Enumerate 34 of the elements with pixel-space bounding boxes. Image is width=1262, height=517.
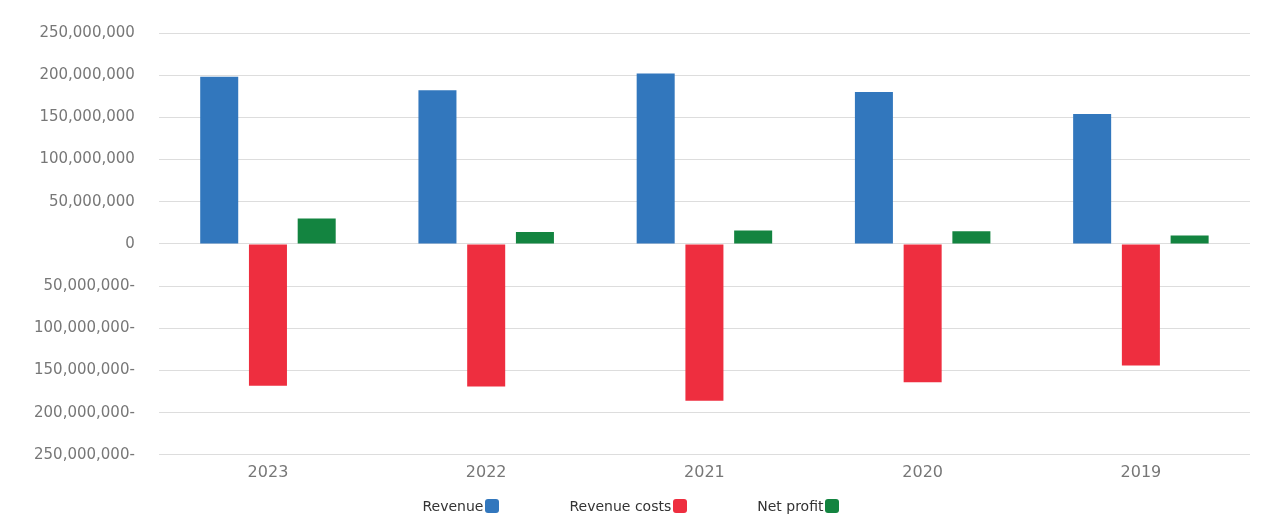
- x-tick-label: 2021: [684, 461, 725, 481]
- bar: [903, 244, 942, 383]
- x-tick-label: 2023: [247, 461, 289, 481]
- bar: [952, 231, 991, 244]
- bar: [467, 244, 506, 387]
- y-tick-label: 50,000,000: [48, 191, 135, 210]
- y-tick-label: 200,000,000: [39, 65, 135, 84]
- legend-label: Revenue costs: [569, 498, 672, 514]
- bar: [297, 218, 336, 244]
- y-tick-label: 100,000,000-: [34, 318, 135, 337]
- y-tick-label: 150,000,000: [39, 107, 135, 126]
- bar: [418, 90, 457, 244]
- y-tick-label: 200,000,000-: [34, 402, 135, 421]
- bar: [734, 230, 773, 244]
- bar: [1073, 113, 1112, 244]
- bar: [1170, 235, 1209, 244]
- y-tick-label: 100,000,000: [39, 149, 135, 168]
- bar: [685, 244, 724, 401]
- x-tick-label: 2020: [902, 461, 944, 481]
- x-tick-label: 2022: [465, 461, 507, 481]
- bar: [200, 76, 239, 244]
- bar: [854, 92, 893, 244]
- bar: [248, 244, 287, 386]
- y-tick-label: 150,000,000-: [34, 360, 135, 379]
- legend-label: Revenue: [422, 498, 484, 514]
- legend-label: Net profit: [757, 498, 824, 514]
- bar: [636, 73, 675, 244]
- y-tick-label: 0: [125, 233, 135, 252]
- x-tick-label: 2019: [1120, 461, 1162, 481]
- bar: [1121, 244, 1160, 366]
- y-tick-label: 50,000,000-: [43, 275, 135, 294]
- y-tick-label: 250,000,000: [39, 22, 135, 41]
- bar: [515, 232, 554, 244]
- y-tick-label: 250,000,000-: [34, 444, 135, 463]
